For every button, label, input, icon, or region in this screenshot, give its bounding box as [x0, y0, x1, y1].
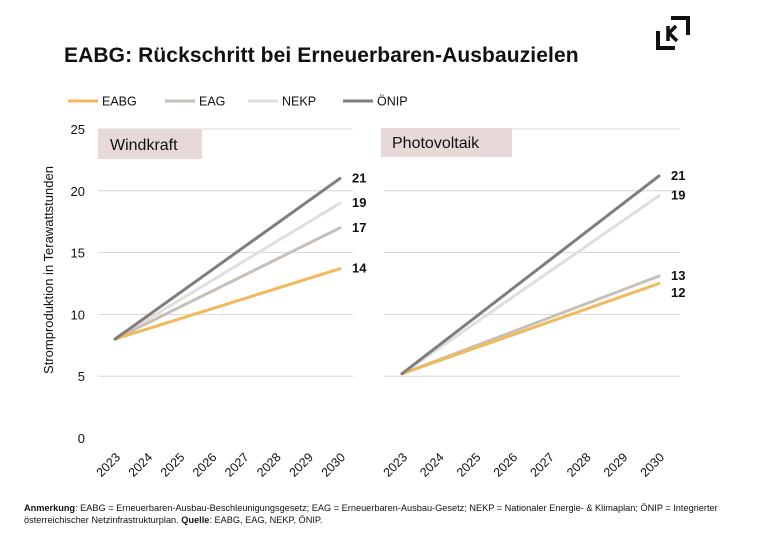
- brand-logo-icon: [656, 16, 690, 50]
- data-label-0-ÖNIP: 21: [352, 170, 366, 185]
- footnote: Anmerkung: EABG = Erneuerbaren-Ausbau-Be…: [24, 502, 724, 526]
- x-tick-label-0-7: 2030: [319, 450, 349, 480]
- data-label-1-NEKP: 19: [671, 188, 685, 203]
- data-label-1-EAG: 13: [671, 268, 685, 283]
- x-tick-label-1-7: 2030: [638, 450, 668, 480]
- x-tick-label-1-1: 2024: [417, 450, 447, 480]
- series-line-0-EAG: [113, 226, 342, 341]
- x-tick-label-0-6: 2029: [286, 450, 316, 480]
- panel-title-1: Photovoltaik: [392, 135, 480, 152]
- x-tick-label-1-4: 2027: [527, 450, 557, 480]
- series-line-0-EABG: [113, 267, 342, 341]
- series-line-1-EABG: [400, 282, 661, 376]
- note-label: Anmerkung: [24, 503, 76, 513]
- x-tick-label-1-3: 2026: [491, 450, 521, 480]
- y-axis-label: Stromproduktion in Terawattstunden: [41, 166, 56, 374]
- y-tick-label-3: 15: [71, 246, 85, 261]
- y-tick-label-0: 0: [78, 431, 85, 446]
- series-line-0-ÖNIP: [113, 176, 342, 341]
- data-label-1-ÖNIP: 21: [671, 168, 685, 183]
- chart-area: EABG EAG NEKP ÖNIP0510152025Stromproduktion…: [41, 95, 685, 480]
- panel-label-bg-0: [98, 129, 202, 159]
- legend-label-3: ÖNIP: [377, 95, 408, 109]
- x-tick-label-0-2: 2025: [158, 450, 188, 480]
- legend-label-1: EAG: [199, 95, 225, 109]
- x-tick-label-0-4: 2027: [222, 450, 252, 480]
- data-label-0-EABG: 14: [352, 261, 367, 276]
- y-tick-label-1: 5: [78, 369, 85, 384]
- panel-title-0: Windkraft: [110, 137, 178, 154]
- data-label-1-EABG: 12: [671, 285, 685, 300]
- legend-label-2: NEKP: [282, 95, 316, 109]
- x-tick-label-0-0: 2023: [94, 450, 124, 480]
- source-text: : EABG, EAG, NEKP, ÖNIP.: [209, 515, 323, 525]
- note-text: : EABG = Erneuerbaren-Ausbau-Beschleunig…: [24, 503, 718, 525]
- data-label-0-EAG: 17: [352, 220, 366, 235]
- y-tick-label-2: 10: [71, 307, 85, 322]
- legend-label-0: EABG: [102, 95, 137, 109]
- chart-title: EABG: Rückschritt bei Erneuerbaren-Ausba…: [64, 44, 579, 67]
- x-tick-label-0-5: 2028: [254, 450, 284, 480]
- series-line-1-ÖNIP: [400, 174, 661, 376]
- series-line-1-NEKP: [400, 194, 661, 376]
- x-tick-label-1-6: 2029: [601, 450, 631, 480]
- x-tick-label-1-2: 2025: [454, 450, 484, 480]
- x-tick-label-1-5: 2028: [564, 450, 594, 480]
- x-tick-label-0-3: 2026: [190, 450, 220, 480]
- panel-label-bg-1: [381, 128, 512, 157]
- x-tick-label-1-0: 2023: [381, 450, 411, 480]
- y-tick-label-5: 25: [71, 122, 85, 137]
- source-label: Quelle: [181, 515, 210, 525]
- x-tick-label-0-1: 2024: [126, 450, 156, 480]
- data-label-0-NEKP: 19: [352, 195, 366, 210]
- series-line-0-NEKP: [113, 201, 342, 341]
- y-tick-label-4: 20: [71, 184, 85, 199]
